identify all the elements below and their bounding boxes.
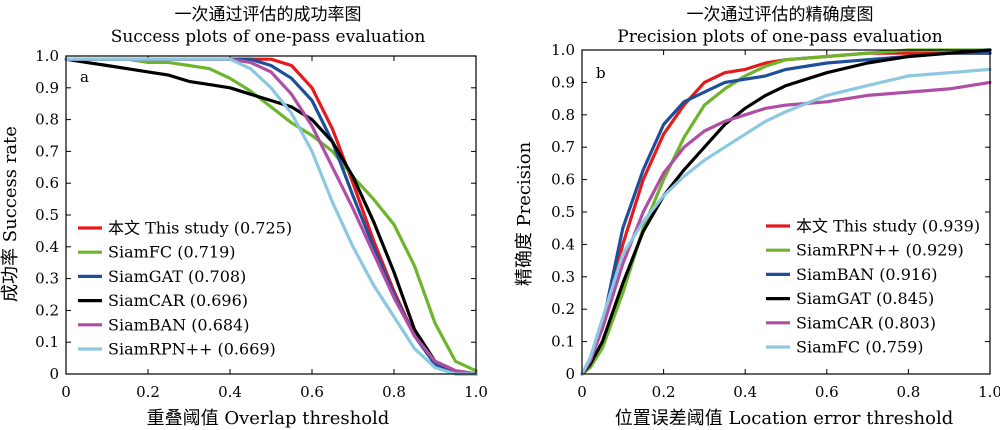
precision-plot-legend-label-0: 本文 This study (0.939) xyxy=(796,217,980,236)
precision-plot-ytick-label: 0.4 xyxy=(551,235,575,253)
precision-plot-xlabel: 位置误差阈值 Location error threshold xyxy=(615,408,954,429)
success-plot-series-line-3 xyxy=(64,57,478,376)
precision-plot-series-line-4 xyxy=(580,80,992,376)
success-plot-xtick-label: 1.0 xyxy=(464,383,488,401)
precision-plot-series-line-2 xyxy=(580,51,992,376)
success-plot-xtick-label: 0.8 xyxy=(382,383,406,401)
precision-plot-xtick-label: 0.4 xyxy=(733,383,757,401)
success-plot-ytick-label: 0.4 xyxy=(35,238,59,256)
success-plot-panel-label: a xyxy=(80,68,89,86)
success-plot-xtick-label: 0.6 xyxy=(300,383,324,401)
success-plot-frame xyxy=(65,55,477,375)
success-plot-panel: 一次通过评估的成功率图 Success plots of one-pass ev… xyxy=(0,5,488,429)
success-plot-xlabel: 重叠阈值 Overlap threshold xyxy=(147,408,390,429)
success-plot-ytick-label: 0.8 xyxy=(35,111,59,129)
precision-plot-legend-label-4: SiamCAR (0.803) xyxy=(796,313,936,332)
precision-plot-series-line-3 xyxy=(580,48,992,376)
precision-plot-legend-label-1: SiamRPN++ (0.929) xyxy=(796,241,964,260)
precision-plot-ylabel: 精确度 Precision xyxy=(514,141,535,286)
precision-plot-frame xyxy=(581,49,991,375)
success-plot-xtick-label: 0 xyxy=(61,383,71,401)
precision-plot-title-cn: 一次通过评估的精确度图 xyxy=(687,5,874,25)
success-plot-ytick-label: 0.2 xyxy=(35,301,59,319)
success-plot-ytick-label: 0.6 xyxy=(35,174,59,192)
precision-plot-ytick-label: 0 xyxy=(565,365,575,383)
precision-plot-title: Precision plots of one-pass evaluation xyxy=(617,27,942,47)
precision-plot-ytick-label: 0.5 xyxy=(551,203,575,221)
precision-plot-ytick-label: 0.2 xyxy=(551,300,575,318)
precision-plot-xtick-label: 0.6 xyxy=(815,383,839,401)
precision-plot-panel: 一次通过评估的精确度图 Precision plots of one-pass … xyxy=(514,5,1000,429)
success-plot-legend-label-0: 本文 This study (0.725) xyxy=(108,219,292,238)
success-plot-legend-label-4: SiamBAN (0.684) xyxy=(108,315,249,334)
success-plot-series-line-5 xyxy=(64,57,478,376)
precision-plot-ytick-label: 0.1 xyxy=(551,333,575,351)
precision-plot-ytick-label: 0.8 xyxy=(551,106,575,124)
success-plot-legend-label-1: SiamFC (0.719) xyxy=(108,243,236,262)
success-plot-ytick-label: 0.9 xyxy=(35,79,59,97)
precision-plot-series-line-5 xyxy=(580,67,992,376)
success-plot-title-cn: 一次通过评估的成功率图 xyxy=(175,5,362,25)
success-plot-xtick-label: 0.4 xyxy=(218,383,242,401)
precision-plot-series-line-1 xyxy=(580,48,992,376)
success-plot-area: 0 0.1 0.2 0.3 0.4 0.5 0.6 0.7 0.8 0.9 1.0 0 0.2 0.4 0.… xyxy=(35,47,488,401)
precision-plot-xtick-label: 0.2 xyxy=(652,383,676,401)
precision-plot-ytick-label: 0.3 xyxy=(551,268,575,286)
precision-plot-xtick-label: 0.8 xyxy=(896,383,920,401)
success-plot-legend-label-2: SiamGAT (0.708) xyxy=(108,267,246,286)
precision-plot-ytick-label: 1.0 xyxy=(551,41,575,59)
success-plot-legend-label-3: SiamCAR (0.696) xyxy=(108,291,248,310)
precision-plot-legend-label-2: SiamBAN (0.916) xyxy=(796,265,937,284)
precision-plot-xtick-label: 1.0 xyxy=(978,383,1000,401)
success-plot-ytick-label: 0.1 xyxy=(35,333,59,351)
success-plot-ytick-label: 0 xyxy=(49,365,59,383)
precision-plot-ytick-label: 0.6 xyxy=(551,171,575,189)
success-plot-ylabel: 成功率 Success rate xyxy=(0,126,21,302)
precision-plot-ytick-label: 0.7 xyxy=(551,138,575,156)
success-plot-legend-label-5: SiamRPN++ (0.669) xyxy=(108,340,276,359)
success-plot-xtick-label: 0.2 xyxy=(136,383,160,401)
precision-plot-panel-label: b xyxy=(596,64,606,82)
success-plot-ytick-label: 1.0 xyxy=(35,47,59,65)
success-plot-ytick-label: 0.5 xyxy=(35,206,59,224)
precision-plot-xtick-label: 0 xyxy=(577,383,587,401)
precision-plot-ytick-label: 0.9 xyxy=(551,73,575,91)
success-plot-ytick-label: 0.7 xyxy=(35,142,59,160)
success-plot-title: Success plots of one-pass evaluation xyxy=(111,27,426,47)
precision-plot-area: 0 0.1 0.2 0.3 0.4 0.5 0.6 0.7 0.8 0.9 1.0 0 0.2 0.4 0.… xyxy=(551,41,1000,401)
precision-plot-legend-label-5: SiamFC (0.759) xyxy=(796,338,924,357)
precision-plot-legend-label-3: SiamGAT (0.845) xyxy=(796,289,934,308)
success-plot-ytick-label: 0.3 xyxy=(35,270,59,288)
